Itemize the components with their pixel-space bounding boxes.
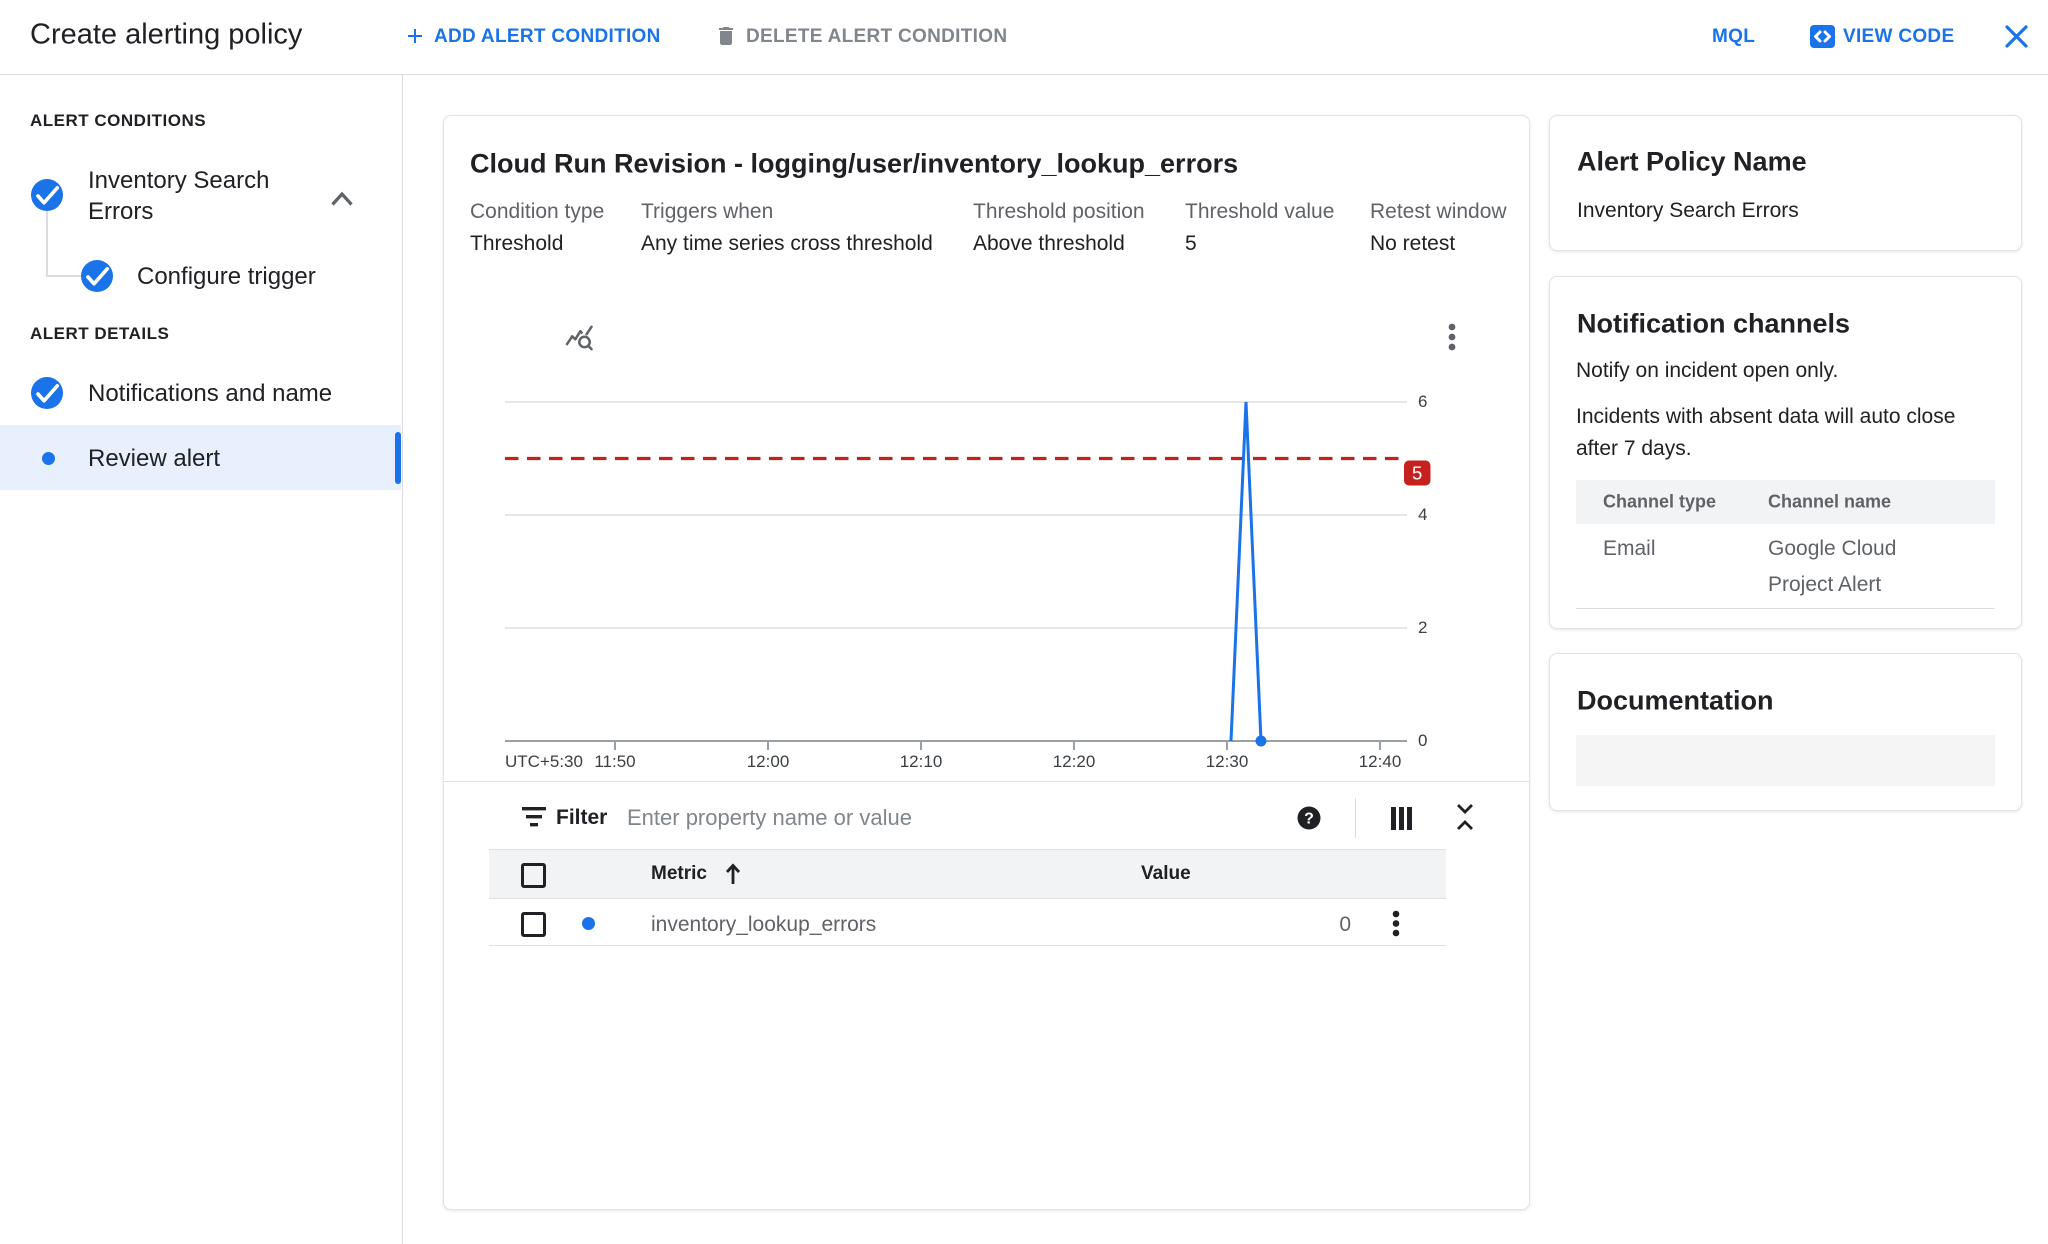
svg-text:5: 5: [1412, 463, 1422, 484]
svg-text:?: ?: [1304, 811, 1314, 828]
